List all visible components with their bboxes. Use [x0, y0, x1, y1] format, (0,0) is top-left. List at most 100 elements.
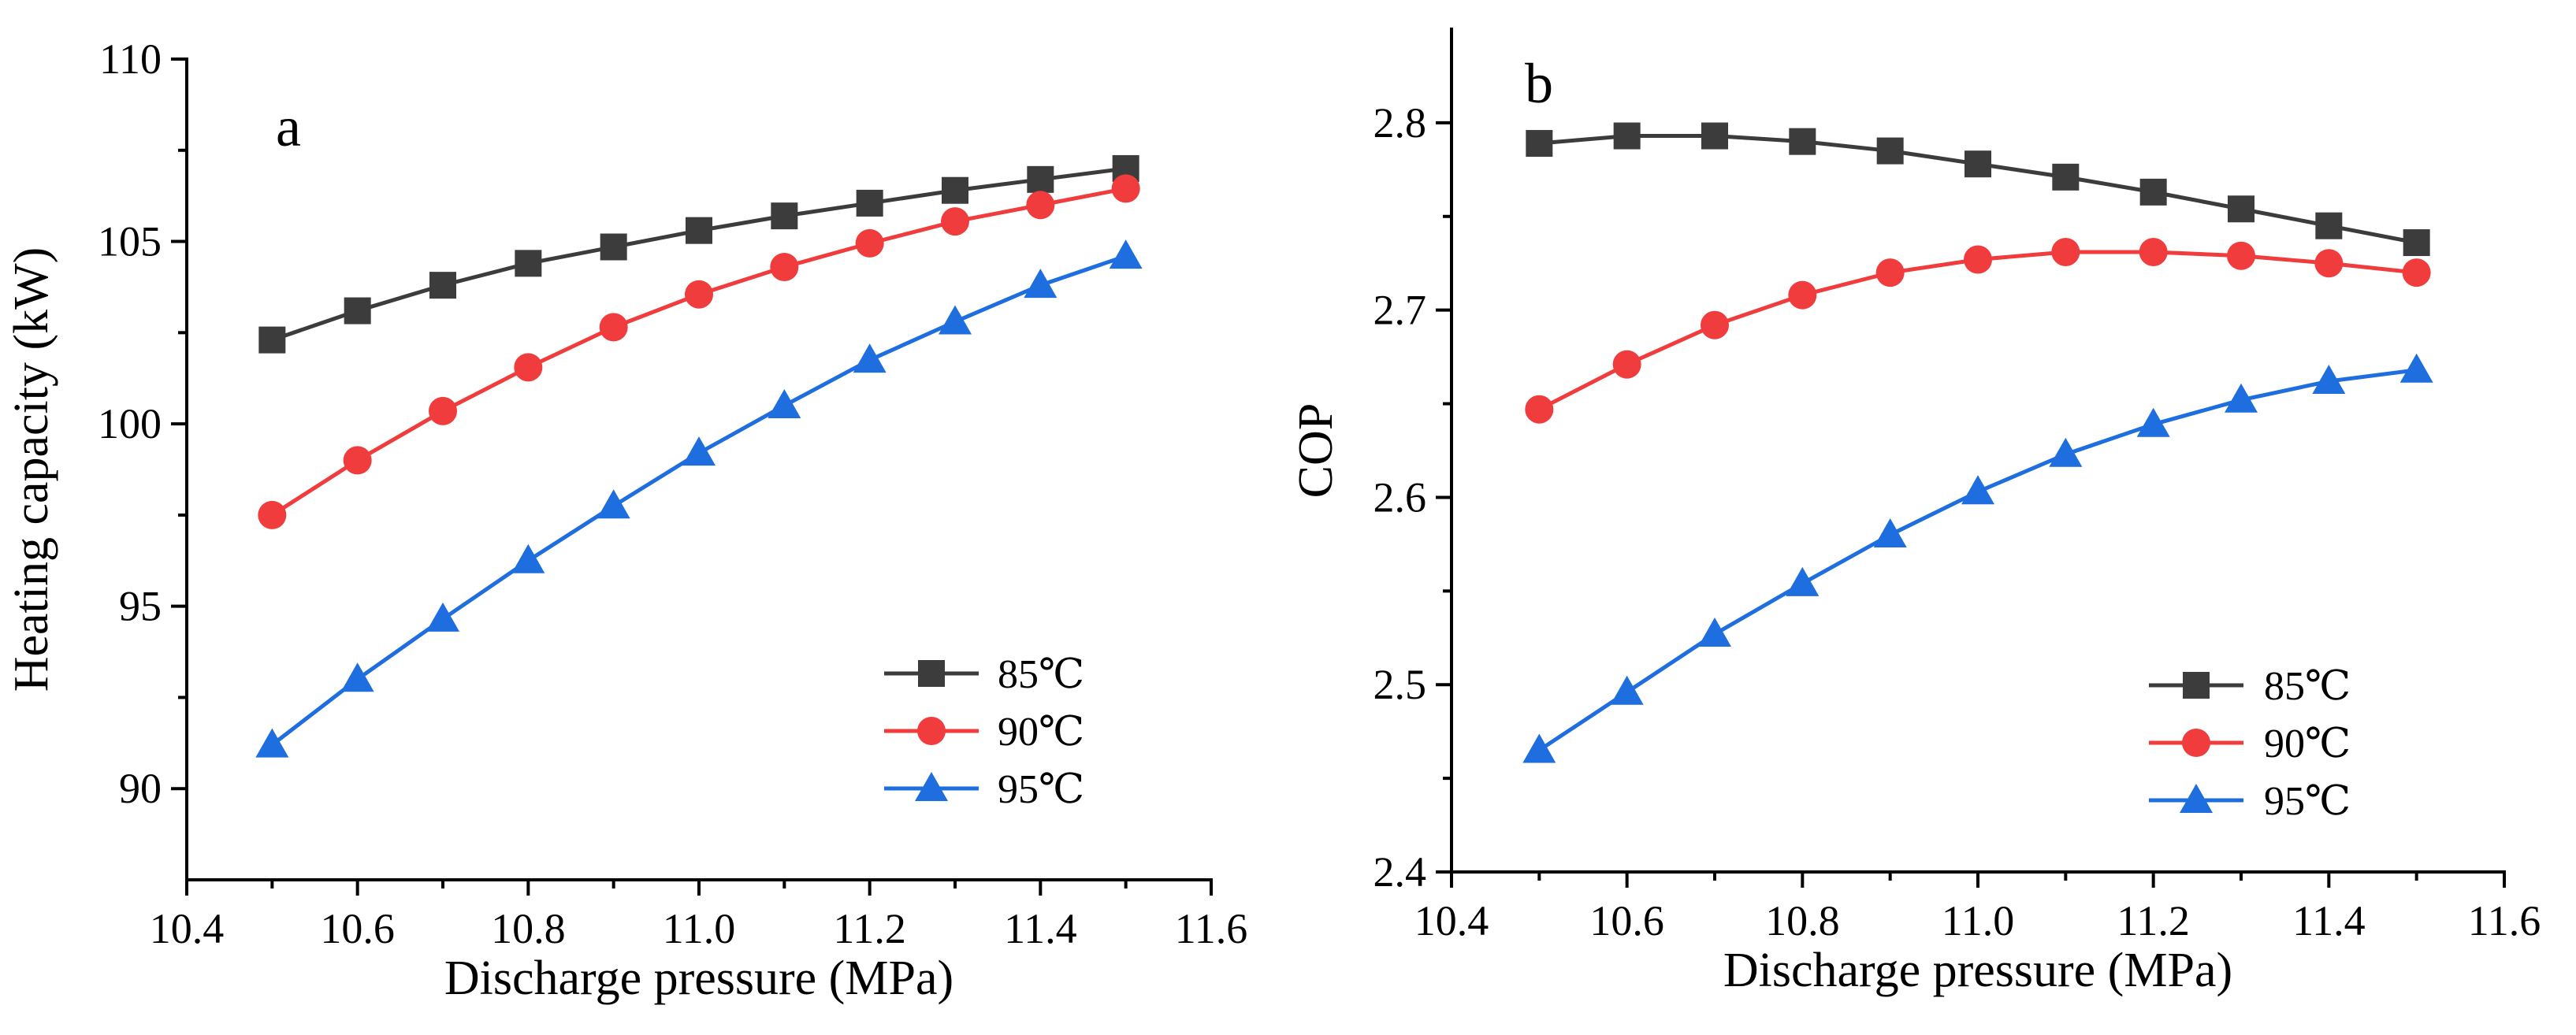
data-point — [511, 543, 545, 573]
series-2 — [255, 239, 1143, 758]
legend-label: 95℃ — [998, 767, 1084, 812]
legend-label: 90℃ — [998, 710, 1084, 755]
y-tick-label: 2.6 — [1373, 473, 1427, 521]
data-point — [2049, 437, 2083, 467]
x-tick-label: 11.6 — [1175, 905, 1248, 952]
y-axis-title: Heating capacity (kW) — [5, 247, 58, 692]
legend-item: 85℃ — [884, 652, 1084, 697]
data-point — [2139, 178, 2167, 206]
data-point — [2402, 258, 2431, 288]
x-tick-label: 11.4 — [2292, 897, 2366, 944]
legend-marker — [917, 717, 946, 745]
y-tick-label: 2.5 — [1373, 661, 1427, 708]
y-tick-label: 105 — [98, 218, 162, 265]
data-point — [597, 489, 630, 519]
x-tick-label: 11.6 — [2468, 897, 2541, 944]
series-1 — [258, 174, 1140, 529]
data-point — [599, 313, 628, 342]
legend-label: 85℃ — [998, 652, 1084, 697]
legend-marker — [2182, 729, 2210, 757]
panel-label: a — [276, 95, 301, 158]
data-point — [2314, 249, 2344, 278]
legend-marker — [2183, 672, 2210, 699]
data-point — [1526, 130, 1553, 158]
y-axis-title: COP — [1289, 403, 1343, 499]
x-tick-label: 10.8 — [491, 905, 566, 952]
data-point — [429, 272, 456, 299]
data-point — [1111, 174, 1140, 203]
legend: 85℃ 90℃ 95℃ — [2149, 664, 2351, 824]
data-point — [942, 176, 968, 204]
data-point — [1109, 239, 1143, 269]
series-line — [271, 166, 1126, 342]
x-tick-label: 10.8 — [1765, 897, 1840, 944]
series-2 — [1522, 353, 2433, 763]
data-point — [1027, 165, 1054, 193]
y-tick-label: 2.8 — [1373, 99, 1427, 147]
data-point — [1701, 122, 1728, 150]
x-tick-label: 11.4 — [1004, 905, 1077, 952]
y-tick-label: 2.7 — [1373, 287, 1427, 334]
data-point — [853, 343, 887, 373]
x-axis-title: Discharge pressure (MPa) — [444, 952, 953, 1005]
legend-item: 95℃ — [884, 767, 1084, 812]
data-point — [768, 388, 801, 418]
y-tick-label: 2.4 — [1373, 848, 1427, 896]
data-point — [2225, 383, 2258, 413]
data-point — [856, 189, 883, 217]
data-point — [1522, 733, 1556, 763]
legend-marker — [918, 660, 945, 687]
y-tick-label: 95 — [119, 583, 162, 630]
data-point — [1875, 258, 1905, 288]
chart-panel-b: 10.4 10.6 10.8 11.0 11.2 11.4 11.6 2.4 2.5 2.6 2.7… — [1289, 28, 2541, 997]
legend-item: 85℃ — [2149, 664, 2351, 709]
legend-item: 95℃ — [2149, 779, 2351, 824]
data-point — [1965, 150, 1991, 178]
data-point — [1964, 245, 1992, 274]
legend-item: 90℃ — [884, 710, 1084, 755]
data-point — [2312, 365, 2346, 395]
data-point — [941, 207, 969, 236]
series-0 — [258, 154, 1139, 354]
data-point — [1610, 675, 1644, 705]
data-point — [939, 305, 972, 335]
x-tick-label: 10.4 — [150, 905, 225, 952]
legend: 85℃ 90℃ 95℃ — [884, 652, 1084, 812]
y-tick-label: 90 — [119, 765, 162, 812]
legend-marker — [915, 772, 948, 801]
data-point — [855, 228, 884, 258]
data-point — [1613, 122, 1641, 150]
y-tick-label: 110 — [99, 35, 162, 83]
data-point — [1024, 269, 1058, 299]
series-line — [1538, 250, 2417, 411]
data-point — [2228, 195, 2254, 223]
x-axis-title: Discharge pressure (MPa) — [1723, 944, 2232, 997]
y-tick-label: 100 — [98, 400, 162, 447]
data-point — [686, 217, 712, 244]
data-point — [429, 396, 457, 425]
legend-label: 85℃ — [2264, 664, 2351, 709]
x-tick-label: 10.6 — [1589, 897, 1664, 944]
data-point — [2052, 163, 2080, 191]
x-tick-label: 11.0 — [663, 905, 736, 952]
data-point — [1961, 475, 1994, 505]
series-1 — [1525, 237, 2431, 424]
legend-label: 90℃ — [2264, 722, 2351, 766]
series-0 — [1526, 122, 2430, 257]
data-point — [2403, 229, 2430, 257]
data-point — [2399, 353, 2433, 383]
data-point — [1612, 350, 1641, 379]
x-tick-label: 11.2 — [833, 905, 906, 952]
legend-marker — [2180, 784, 2213, 813]
legend-item: 90℃ — [2149, 722, 2351, 766]
chart-panel-a: 10.4 10.6 10.8 11.0 11.2 11.4 11.6 90 95 100 105 11… — [5, 35, 1247, 1005]
x-tick-label: 10.6 — [320, 905, 395, 952]
data-point — [682, 436, 716, 466]
x-tick-label: 11.0 — [1942, 897, 2015, 944]
data-point — [514, 353, 543, 382]
data-point — [1789, 128, 1816, 155]
data-point — [258, 500, 287, 529]
data-point — [2139, 237, 2168, 266]
data-point — [1701, 310, 1729, 339]
